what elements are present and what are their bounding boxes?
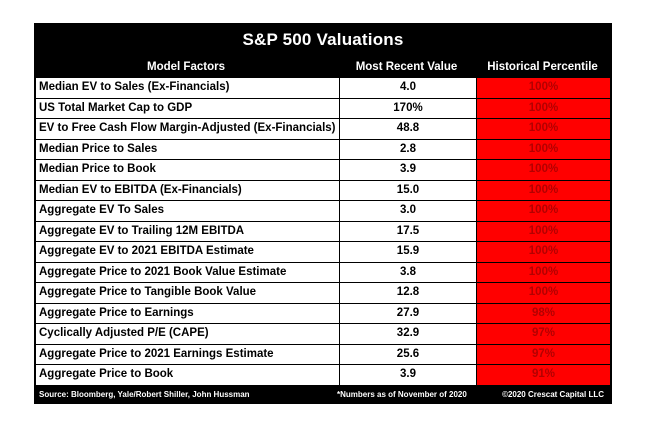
table-row: Aggregate EV to Trailing 12M EBITDA 17.5… — [36, 221, 610, 242]
header-historical-percentile: Historical Percentile — [487, 61, 598, 73]
table-row: Aggregate EV to 2021 EBITDA Estimate 15.… — [36, 242, 610, 263]
table-row: Median Price to Sales 2.8 100% — [36, 139, 610, 160]
factor-cell: Aggregate EV to Trailing 12M EBITDA — [36, 221, 340, 241]
factor-cell: Aggregate Price to 2021 Book Value Estim… — [36, 262, 340, 282]
table-row: Aggregate EV To Sales 3.0 100% — [36, 201, 610, 222]
value-cell: 25.6 — [340, 344, 477, 364]
table-row: Cyclically Adjusted P/E (CAPE) 32.9 97% — [36, 324, 610, 345]
table-row: EV to Free Cash Flow Margin-Adjusted (Ex… — [36, 119, 610, 140]
table-title: S&P 500 Valuations — [242, 30, 404, 49]
percentile-cell: 97% — [477, 324, 610, 344]
table-row: Median EV to Sales (Ex-Financials) 4.0 1… — [36, 78, 610, 99]
factor-cell: Cyclically Adjusted P/E (CAPE) — [36, 324, 340, 344]
factor-cell: US Total Market Cap to GDP — [36, 98, 340, 118]
footer-copyright: ©2020 Crescat Capital LLC — [502, 390, 604, 399]
factor-cell: Median EV to Sales (Ex-Financials) — [36, 78, 340, 98]
percentile-cell: 91% — [477, 365, 610, 385]
header-model-factors: Model Factors — [147, 61, 225, 73]
percentile-cell: 100% — [477, 283, 610, 303]
factor-cell: Aggregate EV to 2021 EBITDA Estimate — [36, 242, 340, 262]
table-row: Median EV to EBITDA (Ex-Financials) 15.0… — [36, 180, 610, 201]
percentile-cell: 100% — [477, 221, 610, 241]
percentile-cell: 100% — [477, 180, 610, 200]
valuations-table-body: Median EV to Sales (Ex-Financials) 4.0 1… — [36, 78, 610, 386]
value-cell: 15.9 — [340, 242, 477, 262]
value-cell: 170% — [340, 98, 477, 118]
header-most-recent-value: Most Recent Value — [355, 61, 458, 73]
table-header-row: Model Factors Most Recent Value Historic… — [34, 57, 612, 78]
factor-cell: Aggregate Price to Earnings — [36, 303, 340, 323]
factor-cell: EV to Free Cash Flow Margin-Adjusted (Ex… — [36, 119, 340, 139]
footer-source: Source: Bloomberg, Yale/Robert Shiller, … — [39, 390, 250, 399]
table-row: Median Price to Book 3.9 100% — [36, 160, 610, 181]
table-row: Aggregate Price to 2021 Earnings Estimat… — [36, 344, 610, 365]
percentile-cell: 100% — [477, 242, 610, 262]
value-cell: 2.8 — [340, 139, 477, 159]
value-cell: 12.8 — [340, 283, 477, 303]
table-row: Aggregate Price to 2021 Book Value Estim… — [36, 262, 610, 283]
footer-note: *Numbers as of November of 2020 — [337, 390, 467, 399]
percentile-cell: 100% — [477, 78, 610, 98]
value-cell: 3.0 — [340, 201, 477, 221]
table-row: US Total Market Cap to GDP 170% 100% — [36, 98, 610, 119]
table-row: Aggregate Price to Book 3.9 91% — [36, 365, 610, 386]
percentile-cell: 100% — [477, 98, 610, 118]
percentile-cell: 100% — [477, 139, 610, 159]
value-cell: 27.9 — [340, 303, 477, 323]
table-row: Aggregate Price to Earnings 27.9 98% — [36, 303, 610, 324]
value-cell: 3.9 — [340, 160, 477, 180]
factor-cell: Median Price to Sales — [36, 139, 340, 159]
percentile-cell: 98% — [477, 303, 610, 323]
factor-cell: Aggregate Price to 2021 Earnings Estimat… — [36, 344, 340, 364]
table-row: Aggregate Price to Tangible Book Value 1… — [36, 283, 610, 304]
valuations-table-panel: S&P 500 Valuations Model Factors Most Re… — [34, 23, 612, 404]
value-cell: 3.9 — [340, 365, 477, 385]
percentile-cell: 97% — [477, 344, 610, 364]
value-cell: 4.0 — [340, 78, 477, 98]
factor-cell: Aggregate Price to Tangible Book Value — [36, 283, 340, 303]
percentile-cell: 100% — [477, 201, 610, 221]
factor-cell: Median Price to Book — [36, 160, 340, 180]
value-cell: 3.8 — [340, 262, 477, 282]
percentile-cell: 100% — [477, 119, 610, 139]
value-cell: 17.5 — [340, 221, 477, 241]
percentile-cell: 100% — [477, 160, 610, 180]
value-cell: 32.9 — [340, 324, 477, 344]
factor-cell: Aggregate EV To Sales — [36, 201, 340, 221]
factor-cell: Median EV to EBITDA (Ex-Financials) — [36, 180, 340, 200]
percentile-cell: 100% — [477, 262, 610, 282]
value-cell: 48.8 — [340, 119, 477, 139]
table-footer: Source: Bloomberg, Yale/Robert Shiller, … — [34, 386, 612, 404]
value-cell: 15.0 — [340, 180, 477, 200]
factor-cell: Aggregate Price to Book — [36, 365, 340, 385]
